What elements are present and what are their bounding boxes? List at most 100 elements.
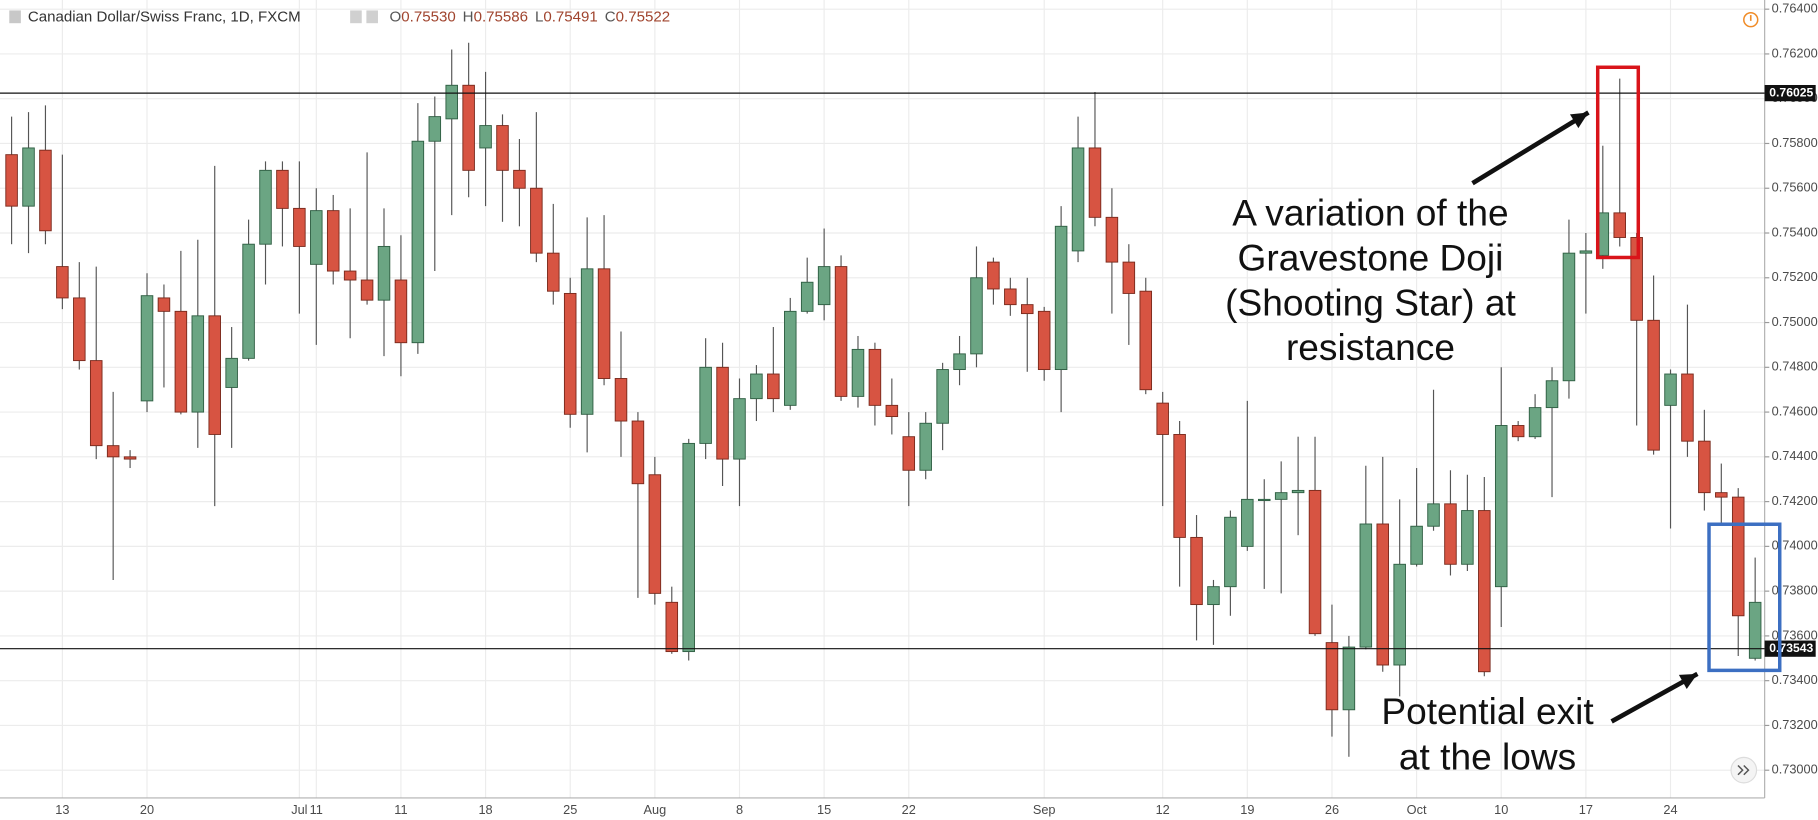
candle-body bbox=[750, 373, 763, 400]
candle-body bbox=[885, 404, 899, 418]
candle-body bbox=[1342, 646, 1356, 711]
x-tick-label: Aug bbox=[644, 802, 667, 817]
candle-body bbox=[174, 310, 188, 413]
scroll-button[interactable] bbox=[1730, 756, 1758, 784]
candle-body bbox=[1291, 489, 1305, 494]
candle-body bbox=[1494, 425, 1508, 588]
alert-icon[interactable] bbox=[1743, 12, 1759, 28]
y-tick-label: 0.76200 bbox=[1772, 45, 1818, 60]
candle-body bbox=[1359, 523, 1373, 648]
x-tick-label: 17 bbox=[1579, 802, 1593, 817]
candle-body bbox=[106, 445, 120, 458]
x-tick-label: 25 bbox=[563, 802, 577, 817]
candle-body bbox=[411, 140, 425, 344]
candle-body bbox=[191, 315, 205, 413]
x-tick-label: 18 bbox=[478, 802, 492, 817]
candle-body bbox=[1444, 503, 1457, 565]
candle-body bbox=[157, 297, 171, 312]
candle-body bbox=[784, 310, 797, 406]
candle-body bbox=[360, 279, 374, 301]
candle-body bbox=[682, 442, 695, 653]
candle-body bbox=[1579, 250, 1593, 254]
candle-body bbox=[208, 315, 221, 435]
x-tick-label: 10 bbox=[1494, 802, 1508, 817]
candle-body bbox=[276, 169, 289, 209]
y-tick-label: 0.74000 bbox=[1772, 538, 1818, 553]
candle-body bbox=[919, 422, 932, 471]
candle-body bbox=[580, 268, 594, 415]
ohlc-key: O bbox=[390, 8, 402, 25]
candle-body bbox=[225, 357, 238, 388]
axes: 0.73000 0.73200 0.73400 0.73600 0.73800 0.740… bbox=[55, 1, 1817, 818]
candle-body bbox=[5, 154, 18, 207]
settings-icon[interactable] bbox=[366, 10, 378, 24]
annotations: 0.76025 0.73543 A variation of theGravesto… bbox=[0, 65, 1816, 777]
candle-body bbox=[733, 398, 746, 460]
y-tick-label: 0.74400 bbox=[1772, 448, 1818, 463]
y-tick-label: 0.75400 bbox=[1772, 224, 1818, 239]
settings-icon[interactable] bbox=[350, 10, 362, 24]
symbol-icon[interactable] bbox=[9, 10, 21, 24]
candle-body bbox=[563, 292, 577, 415]
annotation-text: Potential exit bbox=[1381, 690, 1594, 732]
candle-body bbox=[1461, 510, 1474, 565]
candle-body bbox=[326, 210, 340, 272]
y-tick-label: 0.75000 bbox=[1772, 314, 1818, 329]
x-tick-label: 13 bbox=[55, 802, 69, 817]
candle-body bbox=[1105, 216, 1119, 263]
candle-body bbox=[39, 149, 52, 232]
candle-body bbox=[547, 252, 560, 292]
ohlc-key: H bbox=[463, 8, 474, 25]
candle-body bbox=[1190, 536, 1203, 606]
candle-body bbox=[123, 456, 137, 460]
candle-body bbox=[1731, 496, 1745, 617]
candle-body bbox=[1478, 510, 1491, 673]
ohlc-key: C bbox=[605, 8, 616, 25]
candle-body bbox=[1071, 147, 1085, 252]
candle-body bbox=[1681, 373, 1694, 442]
highlight-box bbox=[1595, 65, 1641, 260]
level-label-box bbox=[1764, 640, 1816, 657]
candle-body bbox=[1715, 492, 1728, 498]
candle-body bbox=[800, 281, 814, 312]
candle-body bbox=[1257, 498, 1271, 501]
candle-body bbox=[665, 601, 679, 653]
ohlc-value: 0.75586 bbox=[474, 8, 528, 25]
x-tick-label: 19 bbox=[1240, 802, 1254, 817]
candle-body bbox=[1308, 489, 1322, 635]
y-tick-label: 0.75200 bbox=[1772, 269, 1818, 284]
candle-body bbox=[1274, 492, 1288, 500]
candle-body bbox=[902, 436, 916, 471]
x-tick-label: 24 bbox=[1663, 802, 1677, 817]
candle-body bbox=[1037, 310, 1051, 371]
y-tick-label: 0.74200 bbox=[1772, 493, 1818, 508]
candle-body bbox=[1528, 407, 1542, 438]
candle-body bbox=[987, 261, 1000, 290]
ohlc-value: 0.75491 bbox=[543, 8, 597, 25]
y-tick-label: 0.73200 bbox=[1772, 717, 1818, 732]
candle-body bbox=[716, 366, 729, 460]
candle-body bbox=[73, 297, 86, 362]
candle-body bbox=[1224, 516, 1237, 588]
candle-body bbox=[597, 268, 611, 379]
candle-body bbox=[428, 116, 442, 142]
arrow-head bbox=[1678, 673, 1698, 690]
x-tick-label: 11 bbox=[394, 802, 407, 817]
candle-body bbox=[530, 187, 543, 254]
ohlc-key: L bbox=[535, 8, 543, 25]
x-tick-label: Oct bbox=[1407, 802, 1427, 817]
y-tick-label: 0.73800 bbox=[1772, 583, 1818, 598]
candle-body bbox=[89, 360, 103, 447]
y-tick-label: 0.73400 bbox=[1772, 672, 1818, 687]
candle-body bbox=[377, 245, 391, 301]
y-tick-label: 0.75800 bbox=[1772, 135, 1818, 150]
candle-body bbox=[614, 378, 628, 422]
candle-body bbox=[868, 348, 882, 406]
y-tick-label: 0.76400 bbox=[1772, 1, 1818, 16]
highlight-box bbox=[1707, 522, 1782, 673]
candle-body bbox=[648, 474, 662, 594]
level-label: 0.76025 bbox=[1769, 85, 1813, 99]
x-tick-label: 11 bbox=[310, 802, 323, 817]
candle-body bbox=[1664, 373, 1677, 406]
